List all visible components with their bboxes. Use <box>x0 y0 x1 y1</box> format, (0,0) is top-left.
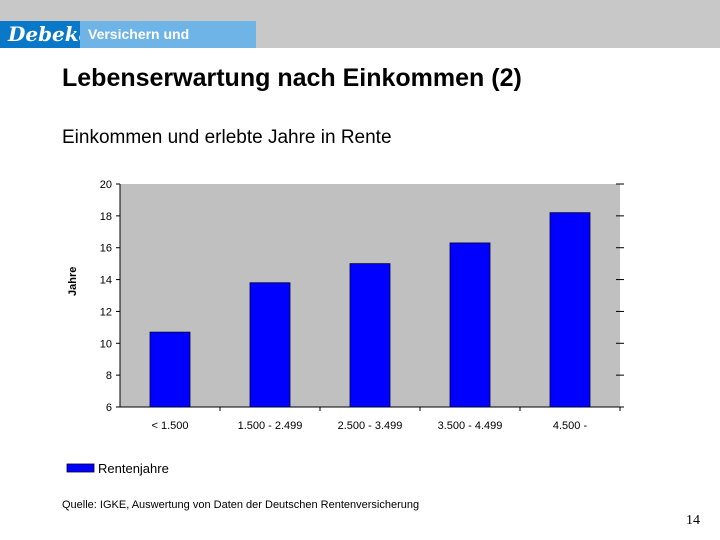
y-tick-label: 8 <box>106 370 112 382</box>
bar <box>149 331 191 408</box>
source-note: Quelle: IGKE, Auswertung von Daten der D… <box>62 499 420 511</box>
y-tick-label: 10 <box>100 338 112 350</box>
y-tick-label: 16 <box>100 243 112 255</box>
y-tick-label: 14 <box>100 275 112 287</box>
bar <box>349 263 391 408</box>
y-axis-title: Jahre <box>67 267 79 296</box>
x-tick-label: 3.500 - 4.499 <box>438 420 503 432</box>
page-number: 14 <box>686 513 700 528</box>
y-tick-label: 18 <box>100 211 112 223</box>
slide-title: Lebenserwartung nach Einkommen (2) <box>62 64 522 92</box>
bar <box>449 242 491 408</box>
bar <box>249 282 291 408</box>
x-tick-label: < 1.500 <box>151 420 188 432</box>
legend-swatch <box>66 463 95 473</box>
y-tick-label: 6 <box>106 402 112 414</box>
slide-subtitle: Einkommen und erlebte Jahre in Rente <box>62 127 392 148</box>
y-tick-label: 20 <box>100 179 112 191</box>
x-tick-label: 1.500 - 2.499 <box>238 420 303 432</box>
brand-logo: Debeka <box>0 21 92 48</box>
bar <box>549 212 591 408</box>
x-tick-label: 4.500 - <box>553 420 588 432</box>
y-tick-label: 12 <box>100 306 112 318</box>
legend-label: Rentenjahre <box>98 461 169 476</box>
x-tick-label: 2.500 - 3.499 <box>338 420 403 432</box>
brand-tagline: Versichern und Bausparen <box>80 21 256 69</box>
